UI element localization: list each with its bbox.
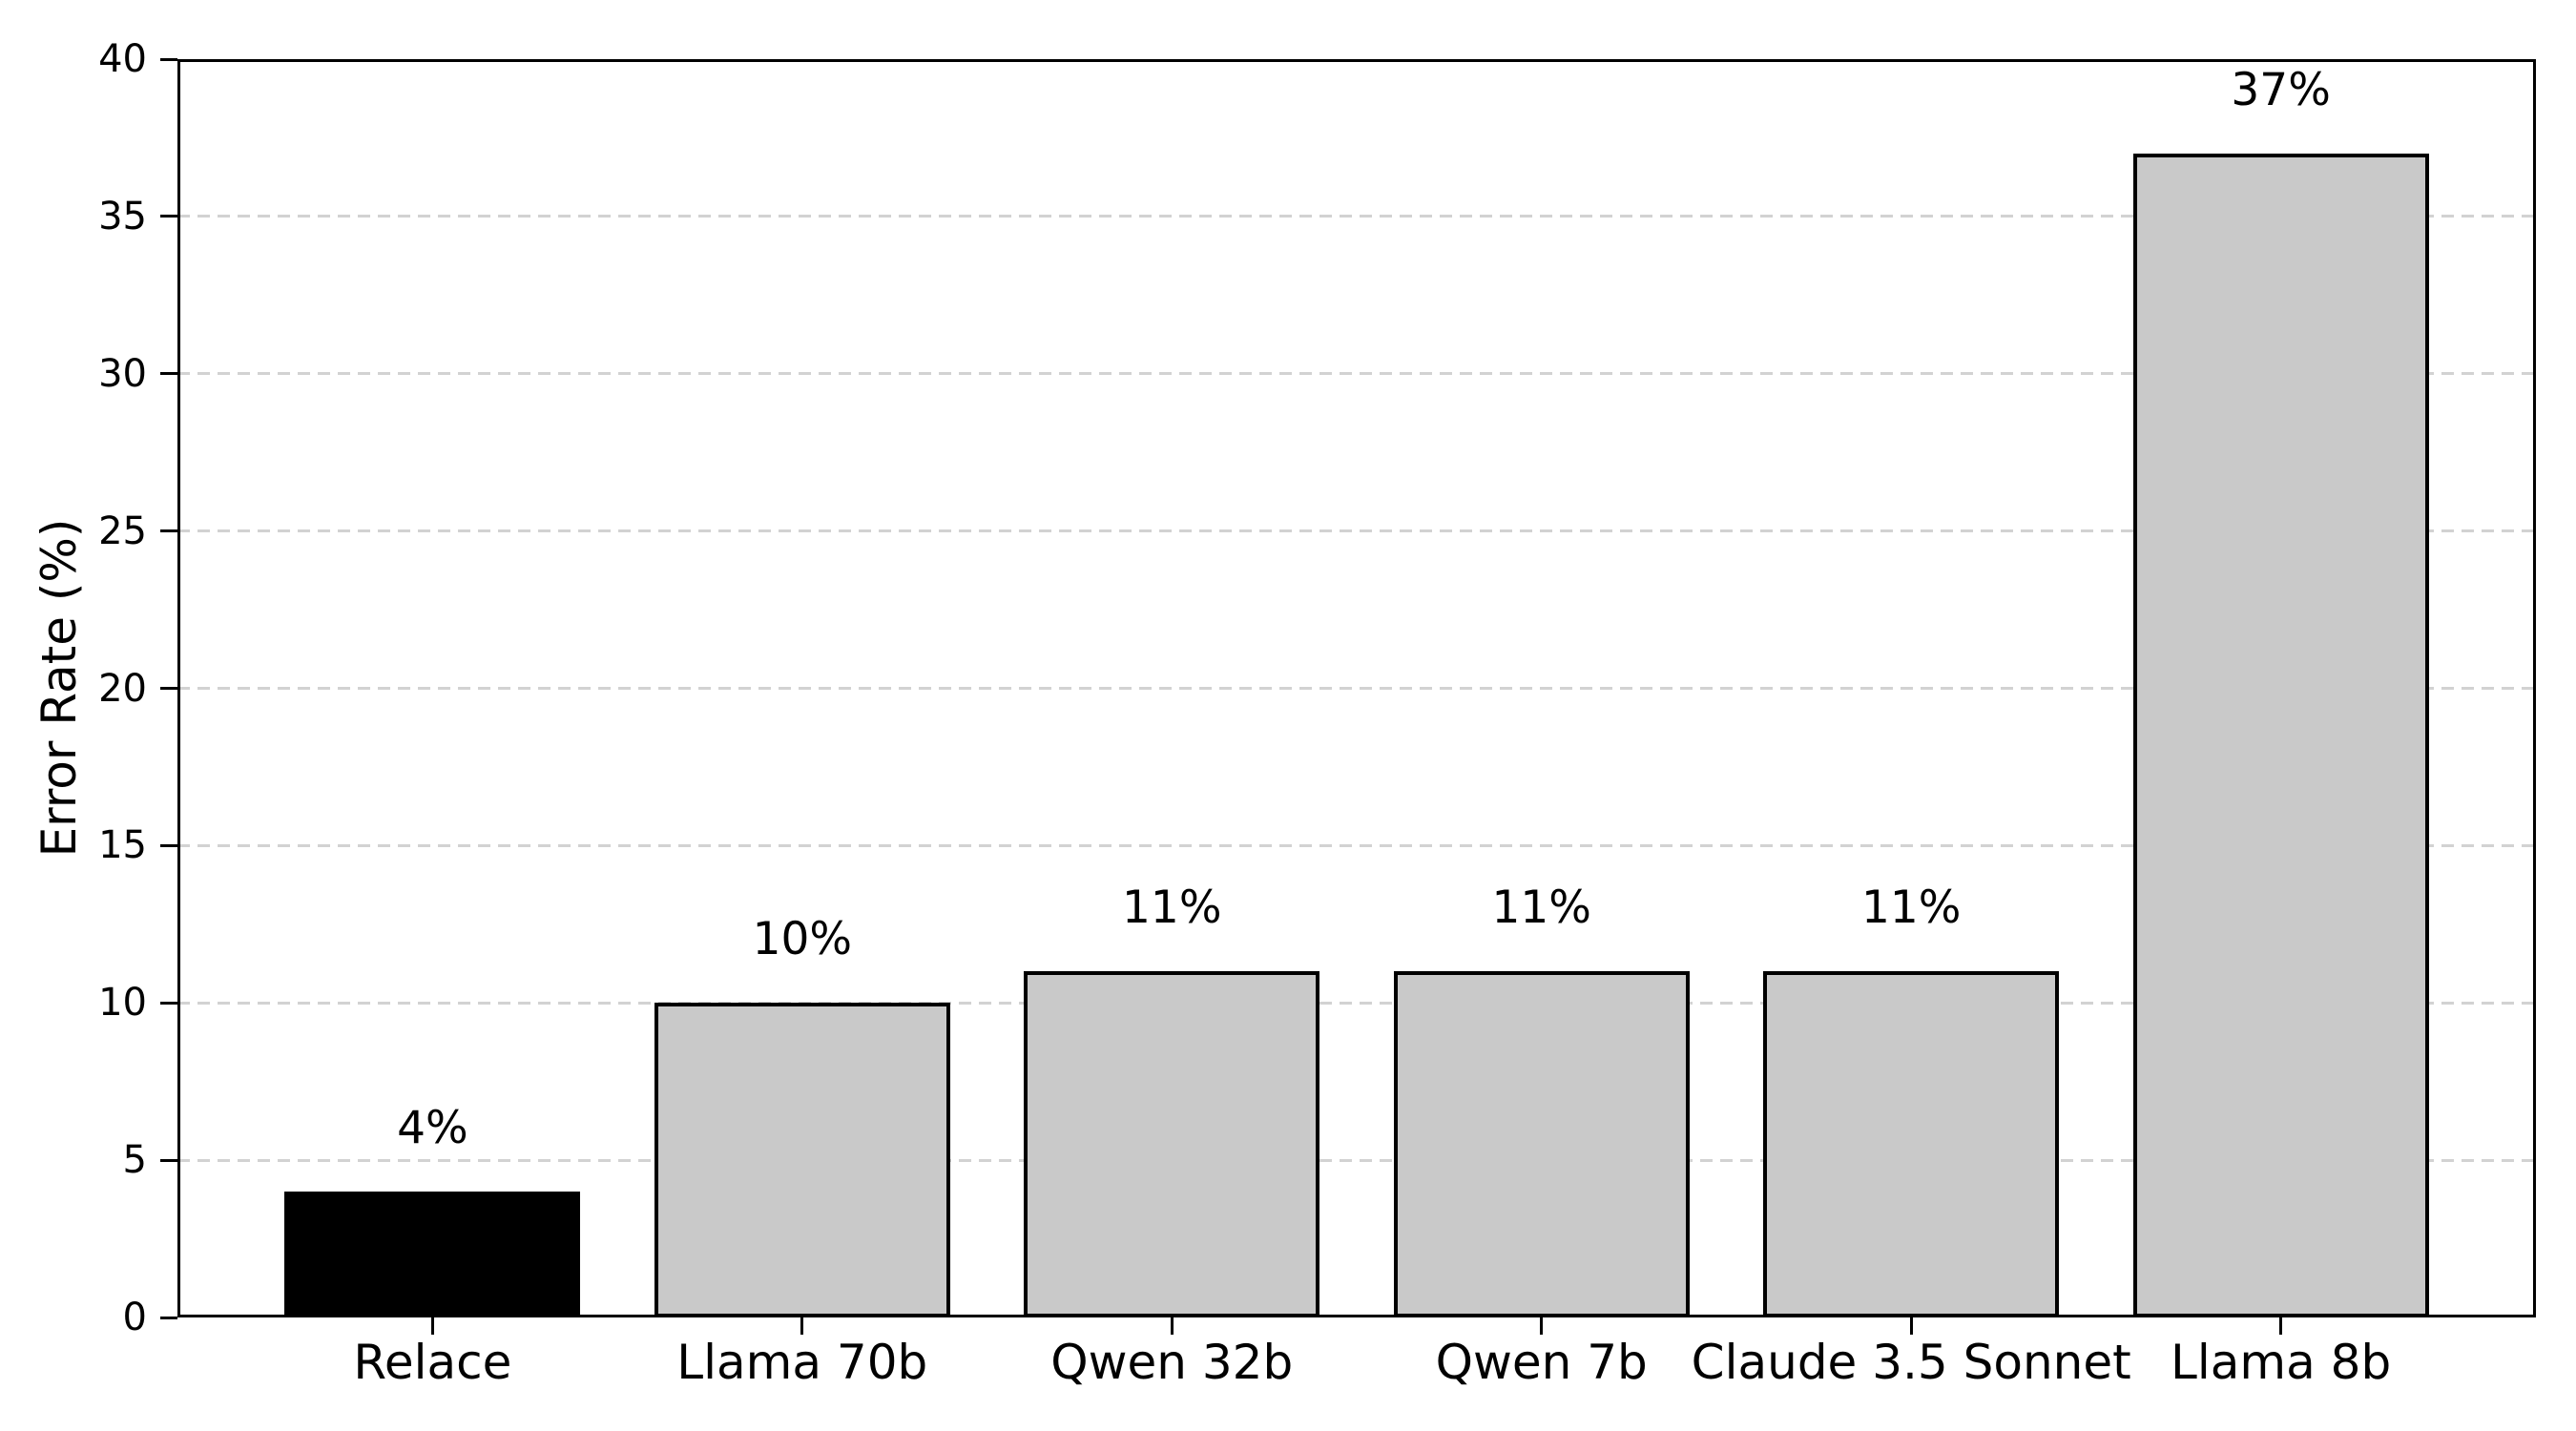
x-axis-tick-label-qwen-7b: Qwen 7b bbox=[1435, 1335, 1648, 1390]
y-tick-mark-10 bbox=[160, 1001, 177, 1005]
y-axis-tick-label-0: 0 bbox=[122, 1296, 147, 1339]
bar-relace bbox=[284, 1192, 581, 1317]
gridline-35 bbox=[177, 215, 2536, 218]
y-tick-mark-20 bbox=[160, 687, 177, 690]
x-axis-tick-label-llama-8b: Llama 8b bbox=[2171, 1335, 2392, 1390]
bar-value-label-relace: 4% bbox=[397, 1102, 468, 1155]
bar-value-label-qwen-32b: 11% bbox=[1122, 881, 1222, 935]
x-tick-mark-llama-8b bbox=[2279, 1317, 2283, 1335]
x-axis-tick-label-llama-70b: Llama 70b bbox=[676, 1335, 928, 1390]
y-axis-tick-label-15: 15 bbox=[98, 823, 147, 868]
y-axis-tick-label-30: 30 bbox=[98, 351, 147, 396]
bar-value-label-qwen-7b: 11% bbox=[1491, 881, 1591, 935]
x-tick-mark-relace bbox=[430, 1317, 434, 1335]
bar-llama-70b bbox=[654, 1003, 950, 1317]
bar-claude-3-5-sonnet bbox=[1763, 971, 2060, 1317]
x-tick-mark-qwen-32b bbox=[1170, 1317, 1174, 1335]
y-axis-tick-label-5: 5 bbox=[122, 1138, 147, 1183]
y-tick-mark-30 bbox=[160, 372, 177, 376]
y-tick-mark-35 bbox=[160, 215, 177, 218]
gridline-5 bbox=[177, 1158, 2536, 1162]
bar-value-label-claude-3-5-sonnet: 11% bbox=[1860, 881, 1962, 935]
x-axis-tick-label-relace: Relace bbox=[353, 1335, 512, 1390]
x-tick-mark-claude-3-5-sonnet bbox=[1909, 1317, 1913, 1335]
x-tick-mark-qwen-7b bbox=[1540, 1317, 1544, 1335]
bar-llama-8b bbox=[2132, 153, 2429, 1317]
y-tick-mark-0 bbox=[160, 1316, 177, 1319]
gridline-15 bbox=[177, 843, 2536, 847]
plot-area bbox=[177, 59, 2536, 1317]
bar-qwen-32b bbox=[1024, 971, 1320, 1317]
y-axis-tick-label-25: 25 bbox=[98, 508, 147, 553]
y-tick-mark-40 bbox=[160, 57, 177, 61]
y-axis-tick-label-10: 10 bbox=[98, 981, 147, 1026]
bar-value-label-llama-8b: 37% bbox=[2231, 63, 2331, 116]
gridline-25 bbox=[177, 529, 2536, 533]
y-axis-tick-label-20: 20 bbox=[98, 666, 147, 711]
y-tick-mark-15 bbox=[160, 843, 177, 847]
y-tick-mark-5 bbox=[160, 1158, 177, 1162]
x-axis-tick-label-claude-3-5-sonnet: Claude 3.5 Sonnet bbox=[1691, 1335, 2131, 1390]
bar-value-label-llama-70b: 10% bbox=[752, 913, 853, 966]
y-tick-mark-25 bbox=[160, 529, 177, 533]
gridline-10 bbox=[177, 1001, 2536, 1005]
bar-qwen-7b bbox=[1393, 971, 1690, 1317]
x-tick-mark-llama-70b bbox=[800, 1317, 804, 1335]
x-axis-tick-label-qwen-32b: Qwen 32b bbox=[1050, 1335, 1294, 1390]
y-axis-tick-label-40: 40 bbox=[98, 37, 147, 81]
gridline-30 bbox=[177, 372, 2536, 376]
y-axis-tick-label-35: 35 bbox=[98, 194, 147, 238]
gridline-20 bbox=[177, 687, 2536, 690]
